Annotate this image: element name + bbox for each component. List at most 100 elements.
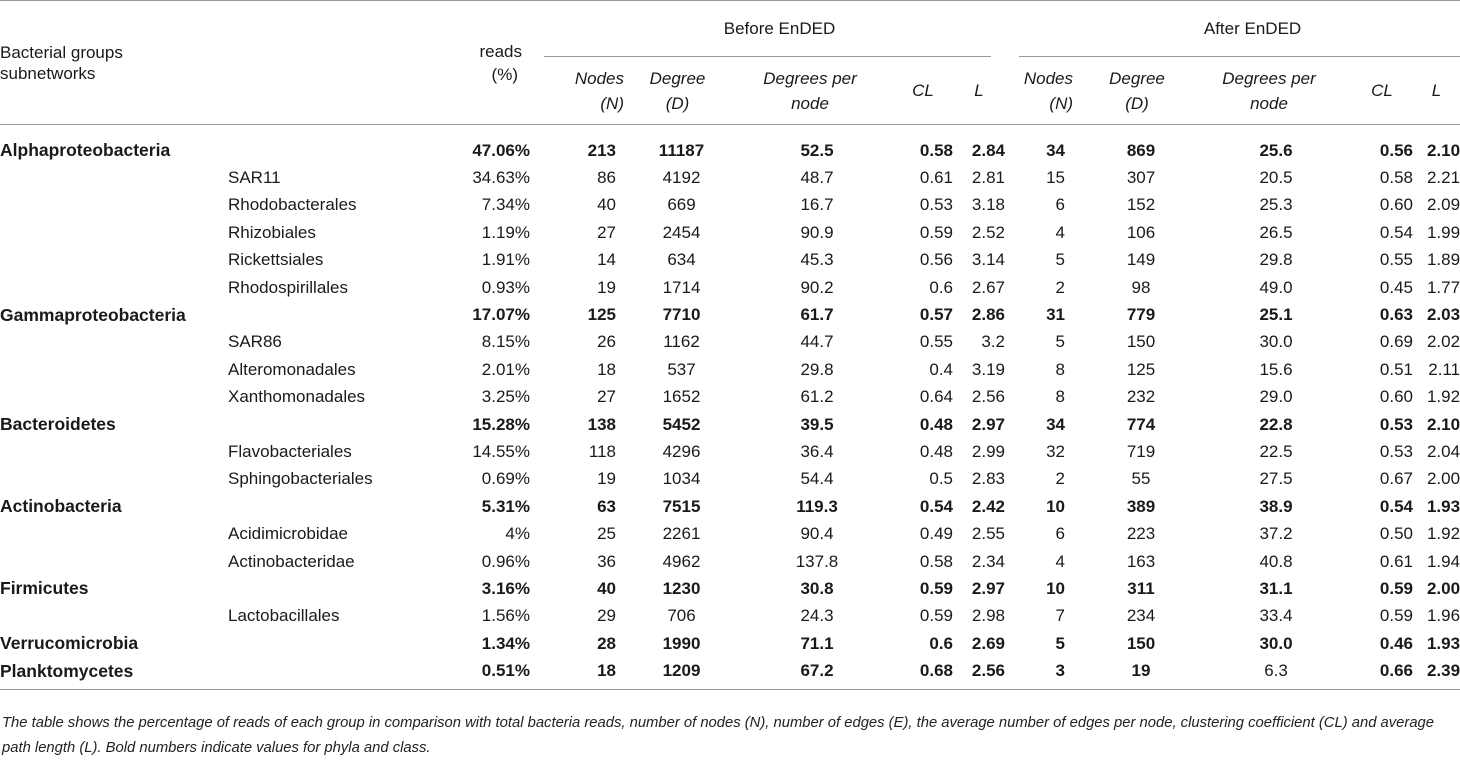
reads-cell: 8.15% bbox=[481, 332, 530, 352]
table-row: Firmicutes 3.16% 40 1230 30.8 0.59 2.97 10 311 31… bbox=[0, 575, 1460, 602]
after-nodes-cell: 8 bbox=[1055, 359, 1066, 379]
after-nodes-cell: 34 bbox=[1046, 140, 1066, 160]
after-nodes-cell: 7 bbox=[1055, 606, 1066, 626]
after-degree-cell: 149 bbox=[1126, 250, 1156, 270]
after-cl-cell: 0.54 bbox=[1379, 222, 1414, 242]
after-l-cell: 2.10 bbox=[1426, 140, 1460, 160]
before-dpn-cell: 24.3 bbox=[800, 606, 834, 626]
after-l-cell: 2.00 bbox=[1426, 578, 1460, 598]
after-nodes-cell: 5 bbox=[1055, 332, 1066, 352]
after-degree-cell: 311 bbox=[1127, 578, 1155, 598]
before-degree-cell: 1714 bbox=[662, 277, 701, 297]
before-degree-cell: 1209 bbox=[628, 657, 727, 690]
after-dpn-cell: 30.0 bbox=[1259, 633, 1293, 653]
after-cl-cell: 0.59 bbox=[1379, 606, 1414, 626]
reads-cell: 15.28% bbox=[472, 414, 530, 434]
after-cl-cell: 0.54 bbox=[1379, 496, 1414, 516]
after-cl-cell: 0.51 bbox=[1379, 359, 1414, 379]
subgroup-name-cell: Alteromonadales bbox=[228, 359, 356, 379]
after-l-cell: 1.93 bbox=[1426, 633, 1460, 653]
after-degree-cell: 150 bbox=[1126, 332, 1156, 352]
before-cl-header: CL bbox=[912, 81, 934, 100]
before-l-cell: 3.19 bbox=[971, 359, 1006, 379]
before-cl-cell: 0.5 bbox=[929, 469, 953, 489]
after-nodes-cell: 5 bbox=[1055, 250, 1066, 270]
after-l-cell: 1.99 bbox=[1426, 222, 1460, 242]
reads-header-line1: reads bbox=[479, 41, 522, 61]
after-nodes-cell: 3 bbox=[1005, 657, 1088, 690]
before-nodes-cell: 40 bbox=[597, 578, 616, 598]
after-dpn-cell: 31.1 bbox=[1259, 578, 1293, 598]
after-nodes-cell: 6 bbox=[1055, 195, 1066, 215]
before-l-cell: 2.98 bbox=[971, 606, 1006, 626]
reads-cell: 4% bbox=[505, 524, 530, 544]
group-name-cell bbox=[0, 384, 228, 411]
before-dpn-cell: 45.3 bbox=[800, 250, 834, 270]
after-dpn-cell: 37.2 bbox=[1259, 524, 1293, 544]
group-name-cell: Bacteroidetes bbox=[0, 414, 116, 435]
after-l-cell: 2.02 bbox=[1426, 332, 1460, 352]
reads-cell: 1.56% bbox=[481, 606, 530, 626]
before-degree-cell: 1652 bbox=[662, 387, 701, 407]
subgroup-name-cell: Xanthomonadales bbox=[228, 387, 366, 407]
subgroup-name-cell bbox=[228, 575, 424, 602]
after-nodes-cell: 32 bbox=[1046, 441, 1066, 461]
after-degree-cell: 106 bbox=[1126, 222, 1156, 242]
after-degree-cell: 55 bbox=[1131, 469, 1151, 489]
group-name-cell bbox=[0, 164, 228, 191]
reads-cell: 1.19% bbox=[481, 222, 530, 242]
before-cl-cell: 0.61 bbox=[919, 168, 953, 188]
before-nodes-cell: 25 bbox=[597, 524, 616, 544]
table-row: Verrucomicrobia 1.34% 28 1990 71.1 0.6 2.69 5 15… bbox=[0, 630, 1460, 657]
table-row: Flavobacteriales 14.55% 118 4296 36.4 0.48 2.9… bbox=[0, 438, 1460, 465]
after-cl-cell: 0.63 bbox=[1379, 305, 1414, 325]
before-nodes-cell: 29 bbox=[597, 606, 616, 626]
after-cl-cell: 0.69 bbox=[1379, 332, 1414, 352]
reads-cell: 1.91% bbox=[481, 250, 530, 270]
after-degree-header-l1: Degree bbox=[1109, 68, 1165, 88]
before-nodes-header-l2: (N) bbox=[600, 93, 624, 113]
after-degree-cell: 307 bbox=[1126, 168, 1156, 188]
group-name-cell: Alphaproteobacteria bbox=[0, 140, 171, 161]
subgroup-name-cell bbox=[228, 125, 424, 165]
before-cl-cell: 0.68 bbox=[893, 657, 953, 690]
group-column-header-line1: Bacterial groups bbox=[0, 42, 123, 62]
after-dpn-cell: 25.1 bbox=[1259, 305, 1293, 325]
after-nodes-cell: 10 bbox=[1046, 578, 1066, 598]
group-name-cell bbox=[0, 520, 228, 547]
subgroup-name-cell bbox=[228, 411, 424, 438]
before-l-cell: 2.52 bbox=[971, 222, 1006, 242]
before-cl-cell: 0.59 bbox=[919, 222, 953, 242]
table-row: Xanthomonadales 3.25% 27 1652 61.2 0.64 2.56 8 2… bbox=[0, 384, 1460, 411]
before-dpn-cell: 90.9 bbox=[800, 222, 834, 242]
header-row-top: Bacterial groups subnetworks reads (%) B… bbox=[0, 0, 1460, 84]
after-degree-cell: 234 bbox=[1126, 606, 1156, 626]
after-degree-cell: 150 bbox=[1126, 633, 1156, 653]
after-degree-cell: 19 bbox=[1087, 657, 1188, 690]
before-nodes-header-l1: Nodes bbox=[574, 68, 624, 88]
before-l-cell: 2.42 bbox=[971, 496, 1006, 516]
before-l-cell: 2.97 bbox=[971, 414, 1006, 434]
before-nodes-cell: 19 bbox=[597, 469, 616, 489]
subgroup-name-cell: Lactobacillales bbox=[228, 606, 340, 626]
table-row: Actinobacteridae 0.96% 36 4962 137.8 0.58 2.34… bbox=[0, 548, 1460, 575]
before-nodes-cell: 118 bbox=[588, 441, 616, 461]
before-degree-cell: 1990 bbox=[662, 633, 701, 653]
before-cl-cell: 0.48 bbox=[919, 414, 953, 434]
subgroup-name-cell: Sphingobacteriales bbox=[228, 469, 373, 489]
after-dpn-cell: 29.0 bbox=[1259, 387, 1293, 407]
before-dpn-cell: 90.2 bbox=[800, 277, 834, 297]
before-nodes-cell: 40 bbox=[597, 195, 616, 215]
after-l-cell: 2.00 bbox=[1426, 469, 1460, 489]
after-degree-cell: 98 bbox=[1131, 277, 1151, 297]
before-degree-header-l1: Degree bbox=[649, 68, 706, 88]
after-nodes-cell: 6 bbox=[1055, 524, 1066, 544]
after-l-cell: 2.09 bbox=[1426, 195, 1460, 215]
before-nodes-cell: 125 bbox=[587, 305, 616, 325]
after-nodes-cell: 10 bbox=[1046, 496, 1066, 516]
before-dpn-cell: 39.5 bbox=[800, 414, 834, 434]
before-cl-cell: 0.59 bbox=[919, 578, 953, 598]
before-nodes-header: Nodes (N) bbox=[544, 57, 628, 125]
after-l-cell: 2.04 bbox=[1426, 441, 1460, 461]
after-dpn-cell: 22.8 bbox=[1259, 414, 1293, 434]
